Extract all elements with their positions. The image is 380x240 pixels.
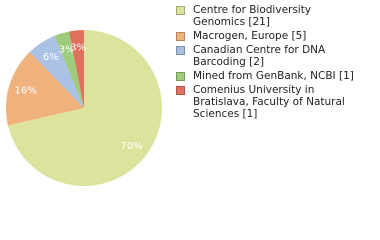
legend-entry: Canadian Centre for DNA Barcoding [2] [174,44,374,68]
legend-label: Canadian Centre for DNA Barcoding [2] [193,44,326,68]
legend-swatch [176,46,185,55]
slice-label: 16% [15,86,37,97]
pie: 70%16%6%3%3% [6,30,162,186]
legend-label: Centre for Biodiversity Genomics [21] [193,4,312,28]
legend-entry: Macrogen, Europe [5] [174,30,374,42]
legend-entry: Mined from GenBank, NCBI [1] [174,70,374,82]
legend-swatch [176,72,185,81]
legend-entry: Comenius University in Bratislava, Facul… [174,84,374,120]
slice-label: 3% [59,45,75,56]
pie-slice [54,31,84,108]
legend-swatch [176,32,185,41]
pie-slice [69,30,84,108]
legend-swatch [176,6,185,15]
legend-label: Mined from GenBank, NCBI [1] [193,70,354,82]
legend-entry: Centre for Biodiversity Genomics [21] [174,4,374,28]
pie-slice [6,51,85,126]
slice-label: 6% [43,52,59,63]
legend-label: Comenius University in Bratislava, Facul… [193,84,345,120]
legend-swatch [176,86,185,95]
pie-slice [7,30,162,186]
pie-slice [29,35,84,108]
legend-label: Macrogen, Europe [5] [193,30,307,42]
slice-label: 3% [70,42,86,53]
legend: Centre for Biodiversity Genomics [21] Mac… [174,4,374,122]
slice-label: 70% [120,141,142,152]
